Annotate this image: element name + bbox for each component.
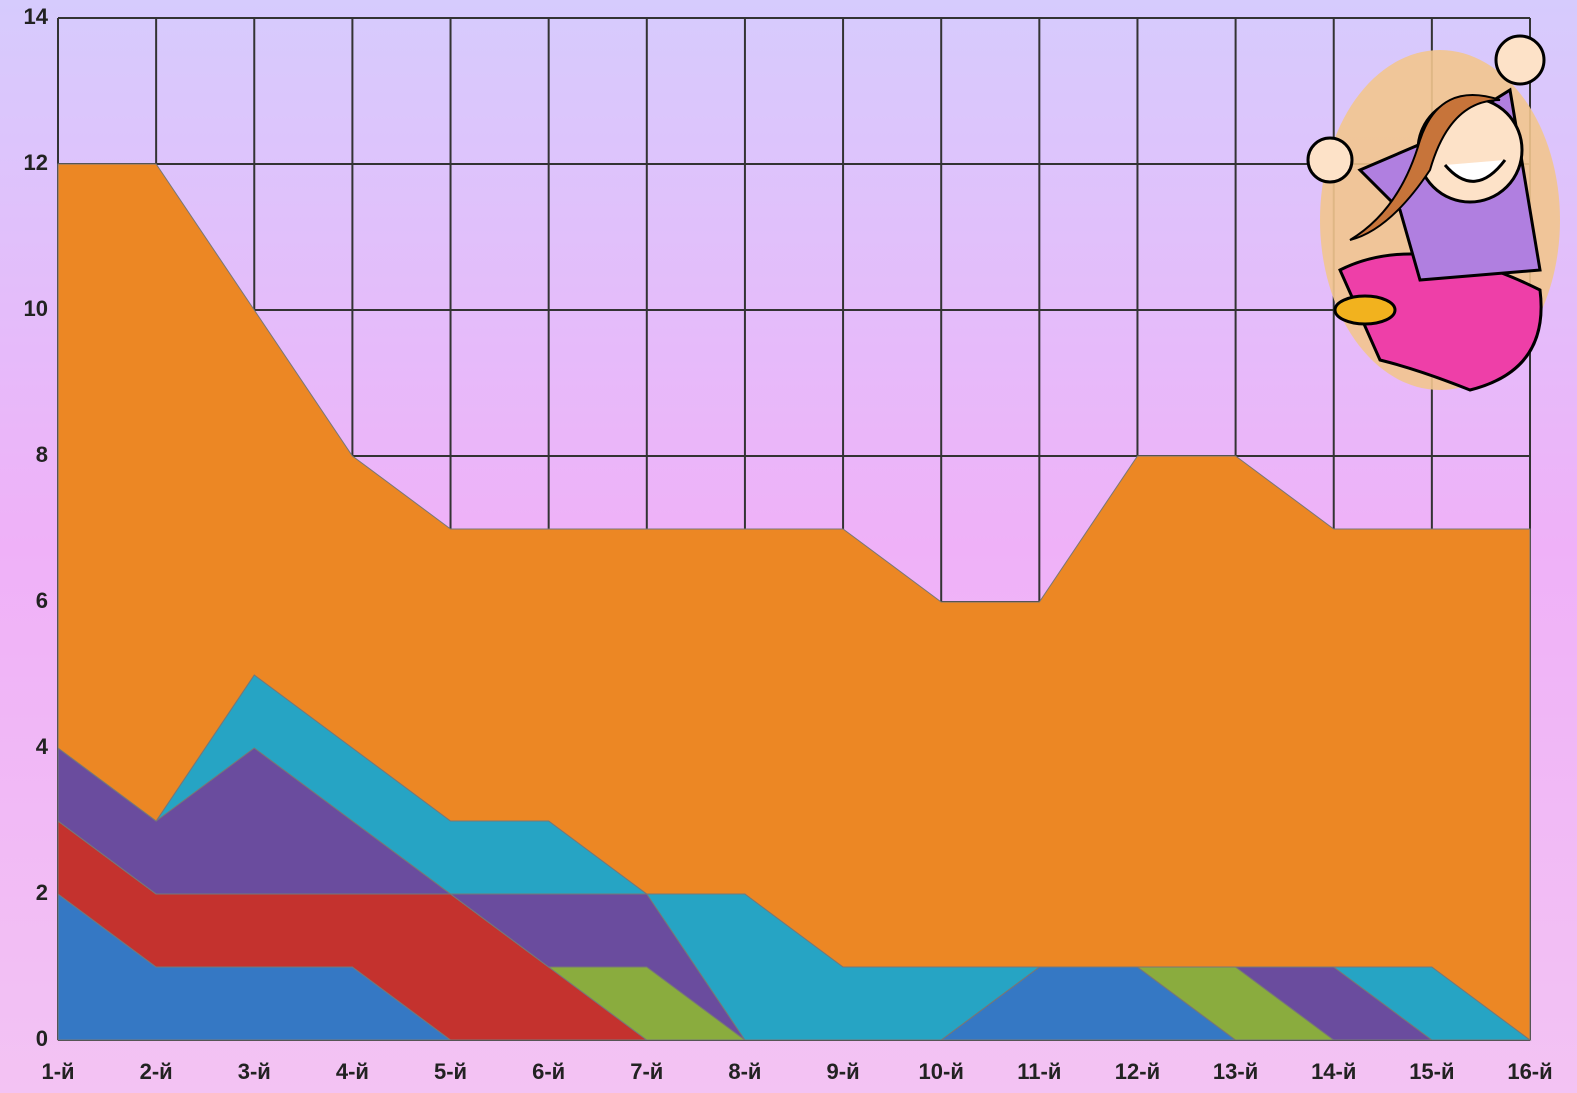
chart: 0 2 4 6 8 10 12 14 1-й 2-й 3-й 4-й 5-й 6-й 7-й 8-й 9-й 10… [0,0,1577,1093]
y-tick-label: 0 [36,1026,48,1051]
x-tick-label: 16-й [1507,1059,1552,1084]
y-tick-label: 12 [24,150,48,175]
x-tick-label: 3-й [238,1059,271,1084]
y-tick-label: 6 [36,588,48,613]
x-tick-label: 9-й [827,1059,860,1084]
y-tick-label: 8 [36,442,48,467]
x-tick-label: 8-й [728,1059,761,1084]
x-tick-label: 11-й [1017,1059,1061,1084]
y-tick-label: 2 [36,880,48,905]
x-tick-label: 14-й [1311,1059,1356,1084]
x-tick-label: 4-й [336,1059,369,1084]
x-tick-label: 12-й [1115,1059,1160,1084]
y-tick-label: 4 [36,734,49,759]
x-tick-label: 6-й [532,1059,565,1084]
x-tick-label: 13-й [1213,1059,1258,1084]
x-tick-label: 5-й [434,1059,467,1084]
y-tick-label: 10 [24,296,48,321]
x-tick-label: 15-й [1409,1059,1454,1084]
x-tick-label: 2-й [140,1059,173,1084]
x-tick-label: 1-й [41,1059,74,1084]
y-tick-label: 14 [24,4,49,29]
x-tick-label: 10-й [919,1059,964,1084]
x-tick-label: 7-й [630,1059,663,1084]
